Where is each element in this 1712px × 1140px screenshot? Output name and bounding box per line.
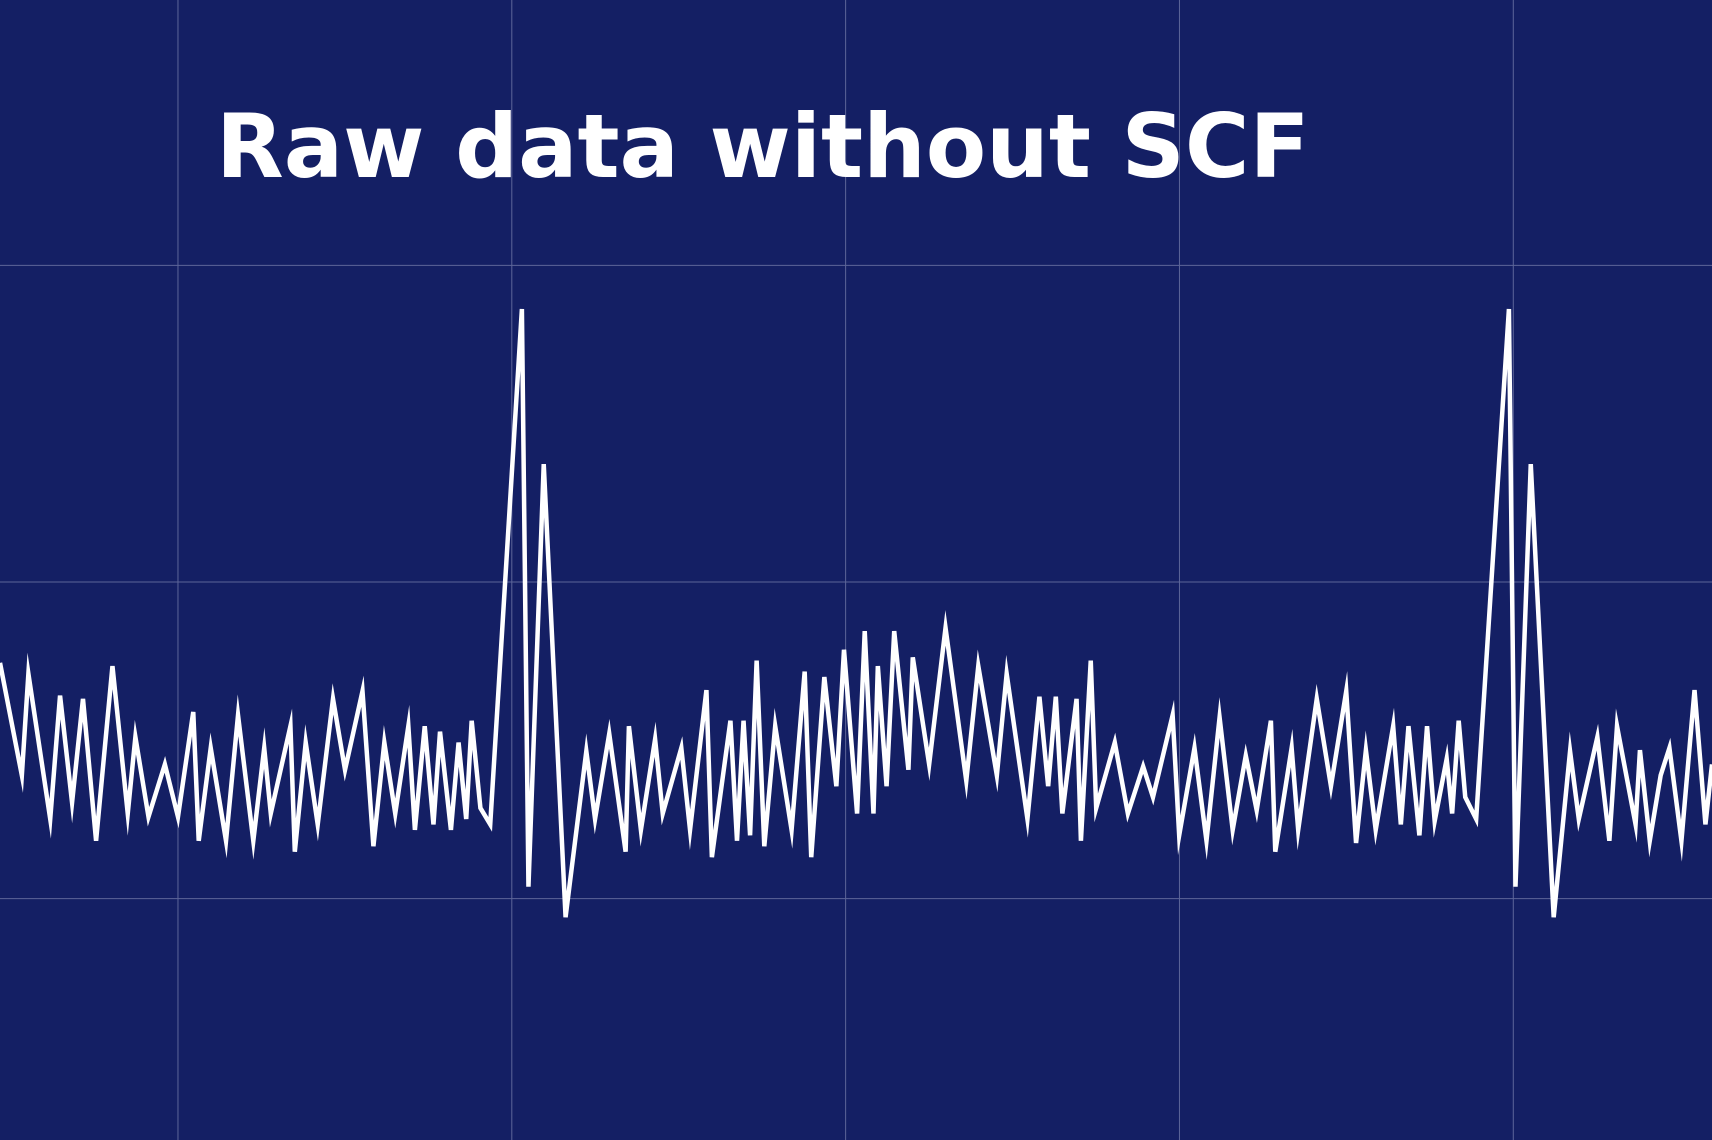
plot [0,308,1712,918]
signal-line [0,308,1712,918]
chart-title: Raw data without SCF [216,95,1310,198]
